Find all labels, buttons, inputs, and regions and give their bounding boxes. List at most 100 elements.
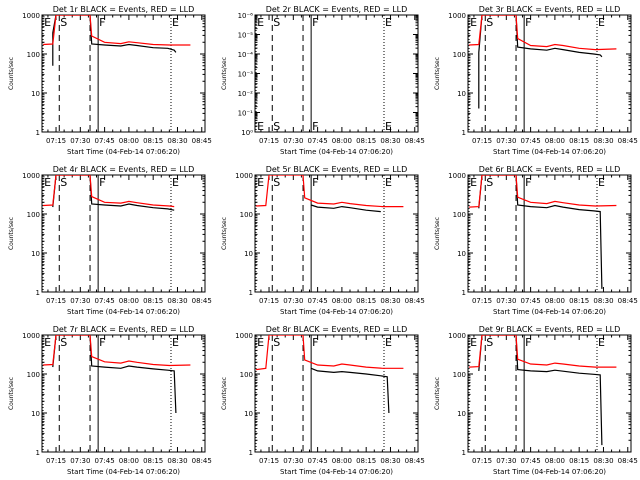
marker-label: E — [172, 176, 179, 189]
series-events — [310, 367, 390, 414]
x-tick-label: 08:15 — [356, 137, 376, 145]
series-lld — [43, 15, 191, 46]
marker-label: E — [598, 176, 605, 189]
x-tick-label: 07:30 — [70, 297, 90, 305]
series-events — [478, 15, 603, 109]
x-tick-label: 08:30 — [380, 457, 400, 465]
panel-title: Det 3r BLACK = Events, RED = LLD — [479, 5, 621, 14]
marker-label: E — [470, 16, 477, 29]
x-tick-label: 08:15 — [143, 137, 163, 145]
x-tick-label: 07:15 — [472, 457, 492, 465]
marker-label: F — [99, 16, 105, 29]
y-tick-label: 1000 — [22, 172, 40, 180]
x-tick-label: 08:00 — [332, 457, 352, 465]
plot-frame — [254, 14, 419, 133]
marker-label: S — [60, 16, 67, 29]
marker-label: E — [470, 336, 477, 349]
x-axis-label: Start Time (04-Feb-14 07:06:20) — [67, 308, 180, 316]
marker-label: F — [525, 336, 531, 349]
marker-label: S — [273, 176, 280, 189]
y-tick-label: 10⁰ — [241, 129, 253, 137]
x-tick-label: 08:45 — [192, 137, 212, 145]
x-tick-label: 08:30 — [593, 137, 613, 145]
y-axis-label: Counts/sec — [8, 57, 15, 90]
x-tick-label: 08:30 — [380, 297, 400, 305]
x-tick-label: 08:30 — [593, 297, 613, 305]
y-tick-label: 10⁻⁶ — [238, 12, 254, 20]
marker-label: E — [44, 16, 51, 29]
marker-label: F — [525, 16, 531, 29]
series-lld — [43, 335, 191, 367]
marker-label: S — [273, 120, 280, 133]
x-axis-label: Start Time (04-Feb-14 07:06:20) — [280, 308, 393, 316]
y-tick-label: 10⁻³ — [238, 71, 254, 79]
x-axis-label: Start Time (04-Feb-14 07:06:20) — [493, 148, 606, 156]
marker-label: E — [598, 16, 605, 29]
y-tick-label: 100 — [453, 51, 466, 59]
x-tick-label: 07:45 — [95, 457, 115, 465]
x-tick-label: 08:15 — [569, 297, 589, 305]
detector-panel-9: Det 9r BLACK = Events, RED = LLD Counts/s… — [434, 325, 638, 476]
x-axis-label: Start Time (04-Feb-14 07:06:20) — [280, 148, 393, 156]
series-events — [52, 15, 177, 66]
marker-label: S — [486, 176, 493, 189]
x-tick-label: 07:45 — [521, 137, 541, 145]
x-tick-label: 08:00 — [119, 137, 139, 145]
y-axis-label: Counts/sec — [221, 217, 228, 250]
series-events — [52, 175, 175, 211]
x-tick-label: 07:15 — [472, 297, 492, 305]
y-tick-label: 1000 — [448, 12, 466, 20]
x-tick-label: 08:15 — [143, 297, 163, 305]
series-events — [478, 335, 603, 446]
plot-frame — [467, 14, 632, 133]
marker-label: E — [44, 176, 51, 189]
marker-label: E — [385, 336, 392, 349]
marker-label: E — [257, 176, 264, 189]
y-tick-label: 10 — [244, 250, 253, 258]
y-tick-label: 1000 — [22, 12, 40, 20]
marker-label: S — [486, 16, 493, 29]
x-tick-label: 08:15 — [143, 457, 163, 465]
x-tick-label: 08:15 — [569, 137, 589, 145]
x-tick-label: 08:00 — [119, 457, 139, 465]
detector-panel-7: Det 7r BLACK = Events, RED = LLD Counts/s… — [8, 325, 212, 476]
x-tick-label: 08:45 — [405, 457, 425, 465]
x-tick-label: 07:30 — [70, 137, 90, 145]
marker-label: F — [312, 336, 318, 349]
marker-label: E — [172, 16, 179, 29]
y-tick-label: 100 — [240, 371, 253, 379]
panel-title: Det 7r BLACK = Events, RED = LLD — [53, 325, 195, 334]
series-events — [478, 175, 603, 289]
x-tick-label: 07:15 — [46, 457, 66, 465]
marker-label: F — [312, 120, 318, 133]
marker-label: S — [273, 336, 280, 349]
x-tick-label: 08:45 — [405, 137, 425, 145]
panel-title: Det 5r BLACK = Events, RED = LLD — [266, 165, 408, 174]
detector-panel-2: Det 2r BLACK = Events, RED = LLD Counts/s… — [221, 5, 425, 156]
y-tick-label: 1 — [462, 289, 466, 297]
marker-label: E — [385, 120, 392, 133]
x-tick-label: 07:30 — [496, 457, 516, 465]
x-tick-label: 08:00 — [332, 297, 352, 305]
x-tick-label: 07:15 — [259, 297, 279, 305]
x-tick-label: 08:30 — [167, 137, 187, 145]
y-tick-label: 100 — [240, 211, 253, 219]
x-axis-label: Start Time (04-Feb-14 07:06:20) — [67, 468, 180, 476]
y-axis-label: Counts/sec — [221, 377, 228, 410]
x-tick-label: 08:15 — [569, 457, 589, 465]
marker-label: E — [257, 16, 264, 29]
y-tick-label: 1 — [249, 289, 253, 297]
x-axis-label: Start Time (04-Feb-14 07:06:20) — [67, 148, 180, 156]
marker-label: S — [486, 336, 493, 349]
x-axis-label: Start Time (04-Feb-14 07:06:20) — [280, 468, 393, 476]
x-axis-label: Start Time (04-Feb-14 07:06:20) — [493, 468, 606, 476]
marker-label: E — [385, 16, 392, 29]
y-tick-label: 10 — [457, 410, 466, 418]
y-tick-label: 1 — [249, 449, 253, 457]
y-tick-label: 100 — [27, 371, 40, 379]
plot-frame — [254, 334, 419, 453]
marker-label: E — [172, 336, 179, 349]
y-axis-label: Counts/sec — [434, 217, 441, 250]
y-tick-label: 1 — [36, 449, 40, 457]
